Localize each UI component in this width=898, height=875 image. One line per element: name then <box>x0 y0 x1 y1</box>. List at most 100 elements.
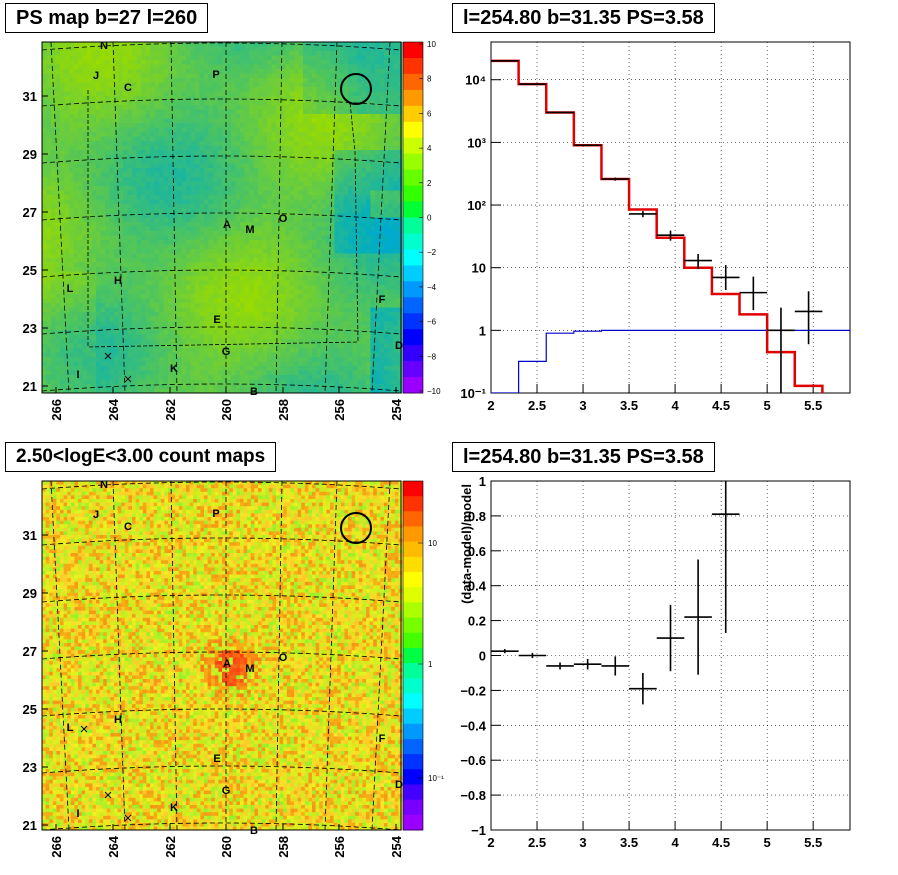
y-axis-label: (data-model)/model <box>459 484 474 604</box>
x-tick-label: 5 <box>764 835 771 850</box>
y-tick-label: 27 <box>23 644 37 659</box>
x-tick-label: 4.5 <box>712 398 730 413</box>
y-tick-label: 0 <box>479 649 486 664</box>
cnt-colorbar <box>402 480 424 831</box>
source-label: E <box>213 753 220 765</box>
count-map-title: 2.50<logE<3.00 count maps <box>5 442 277 472</box>
x-marker <box>124 814 132 822</box>
x-tick-label: 260 <box>219 836 234 858</box>
y-tick-label: 25 <box>23 263 37 278</box>
colorbar-tick-label: 8 <box>427 75 432 84</box>
x-tick-label: 3.5 <box>620 398 638 413</box>
residual-point <box>573 658 602 670</box>
source-label: J <box>93 70 99 82</box>
x-tick-label: 264 <box>106 835 121 857</box>
residual-point <box>629 672 657 705</box>
colorbar-tick-label: 10 <box>428 539 437 548</box>
x-tick-label: 4.5 <box>712 835 730 850</box>
colorbar-tick-label: 1 <box>428 660 433 669</box>
residual-point <box>711 481 740 633</box>
x-tick-label: 2 <box>487 835 494 850</box>
spectrum-plot-area <box>490 41 851 394</box>
ps-map-title: PS map b=27 l=260 <box>5 3 209 33</box>
spectrum-panel: 2 2.5 3 3.5 4 4.5 5 5.5 10⁴ 10³ 10² 10 1 10⁻¹ <box>460 41 851 413</box>
x-tick-label: 5.5 <box>804 398 822 413</box>
source-label: K <box>170 802 178 814</box>
residual-point <box>656 604 685 672</box>
x-tick-label: 256 <box>332 836 347 858</box>
y-tick-label: −0.6 <box>460 753 486 768</box>
x-tick-label: 5 <box>764 398 771 413</box>
spectrum-title: l=254.80 b=31.35 PS=3.58 <box>452 3 715 33</box>
residual-point <box>684 559 712 675</box>
residual-point <box>518 652 547 659</box>
source-label: O <box>279 213 288 225</box>
target-circle <box>340 73 372 105</box>
count-map-panel: N J C P A M O L H F E D G I K B 31 29 27 25 23 21 266 264 262 260… <box>23 479 445 858</box>
x-marker <box>80 725 88 733</box>
y-tick-label: 21 <box>23 818 37 833</box>
source-label: J <box>93 509 99 521</box>
x-tick-label: 4 <box>671 835 679 850</box>
source-label: B <box>250 386 258 398</box>
source-label: D <box>395 779 403 791</box>
y-tick-label: 25 <box>23 702 37 717</box>
source-label: P <box>212 508 219 520</box>
x-tick-label: 2.5 <box>528 398 546 413</box>
y-tick-label: 1 <box>479 323 486 338</box>
x-tick-label: 264 <box>106 398 121 420</box>
x-marker <box>104 352 112 360</box>
x-tick-label: 2.5 <box>528 835 546 850</box>
colorbar-tick-label: −10 <box>427 387 441 396</box>
source-label: M <box>245 224 254 236</box>
source-label: D <box>395 340 403 352</box>
ps-map-frame <box>41 41 402 394</box>
data-point <box>518 83 547 85</box>
y-tick-label: 23 <box>23 321 37 336</box>
colorbar-tick-label: 2 <box>427 179 432 188</box>
colorbar-tick-label: 10⁻¹ <box>428 774 444 783</box>
colorbar-tick-label: 10 <box>427 40 436 49</box>
roi-outline <box>87 90 359 348</box>
y-tick-label: 0.4 <box>468 579 487 594</box>
source-label: G <box>222 346 231 358</box>
source-label: I <box>76 369 79 381</box>
data-point <box>739 276 768 311</box>
x-tick-label: 254 <box>389 835 404 857</box>
data-point <box>767 307 795 393</box>
data-point <box>656 230 685 241</box>
x-tick-label: 262 <box>163 836 178 858</box>
colorbar-tick-label: 6 <box>427 109 432 118</box>
y-tick-label: 0.2 <box>468 614 486 629</box>
y-tick-label: 10² <box>467 198 486 213</box>
x-tick-label: 258 <box>276 836 291 858</box>
residual-panel: 2 2.5 3 3.5 4 4.5 5 5.5 1 0.8 0.6 0.4 0.2 0 −0.2 −0.4 −0… <box>459 474 851 850</box>
data-point <box>684 254 712 270</box>
y-tick-label: −1 <box>471 823 486 838</box>
y-tick-label: 23 <box>23 760 37 775</box>
residual-point <box>601 656 630 676</box>
x-tick-label: 260 <box>219 399 234 421</box>
residual-point <box>546 662 574 670</box>
y-tick-label: 10 <box>472 261 486 276</box>
source-label: N <box>100 40 108 52</box>
source-label: C <box>124 521 132 533</box>
data-point <box>546 111 574 114</box>
x-tick-label: 5.5 <box>804 835 822 850</box>
y-tick-label: 27 <box>23 205 37 220</box>
x-tick-label: 254 <box>389 398 404 420</box>
x-tick-label: 266 <box>49 399 64 421</box>
ps-map-grid <box>41 41 402 394</box>
cnt-map-grid <box>41 480 402 831</box>
source-label: L <box>67 283 74 295</box>
x-tick-label: 3.5 <box>620 835 638 850</box>
colorbar-tick-label: −8 <box>427 352 437 361</box>
x-tick-label: 3 <box>579 835 586 850</box>
residual-point <box>491 649 519 654</box>
colorbar-tick-label: −6 <box>427 318 437 327</box>
x-tick-label: 3 <box>579 398 586 413</box>
data-point <box>491 60 519 62</box>
source-label: A <box>223 658 231 670</box>
